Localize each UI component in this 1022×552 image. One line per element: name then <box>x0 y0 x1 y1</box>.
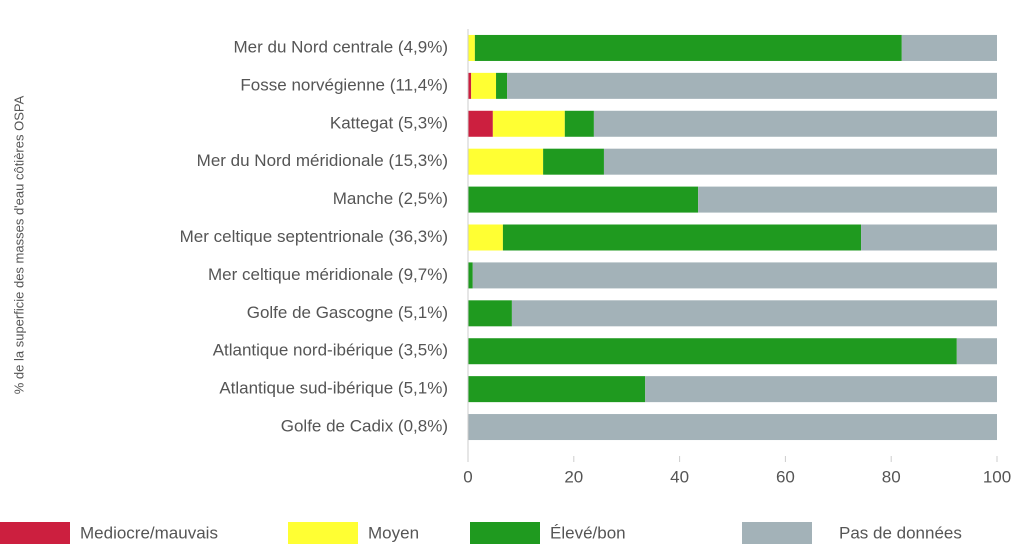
bar-segment <box>468 338 957 365</box>
legend-label: Moyen <box>368 523 419 542</box>
category-label: Fosse norvégienne (11,4%) <box>240 75 448 94</box>
bar-segment <box>468 110 493 137</box>
bar-segment <box>474 34 902 61</box>
legend-swatch <box>470 522 540 544</box>
x-tick-label: 40 <box>670 467 689 486</box>
bar-segment <box>507 72 997 99</box>
bar-segment <box>593 110 997 137</box>
bar-segment <box>468 300 512 327</box>
bar-segment <box>901 34 997 61</box>
category-label: Manche (2,5%) <box>333 189 448 208</box>
bar-segment <box>468 34 475 61</box>
bar-segment <box>496 72 508 99</box>
bar-segment <box>564 110 594 137</box>
x-tick-label: 100 <box>983 467 1011 486</box>
category-label: Mer du Nord centrale (4,9%) <box>234 37 448 56</box>
bar-segment <box>956 338 997 365</box>
legend-label: Mediocre/mauvais <box>80 523 218 542</box>
x-tick-label: 60 <box>776 467 795 486</box>
category-label: Golfe de Cadix (0,8%) <box>281 417 448 436</box>
x-tick-label: 80 <box>882 467 901 486</box>
legend-swatch <box>742 522 812 544</box>
y-axis-label: % de la superficie des masses d'eau côti… <box>11 95 26 394</box>
legend-label: Élevé/bon <box>550 523 626 542</box>
bar-segment <box>468 186 699 213</box>
bar-segment <box>645 376 997 403</box>
bar-segment <box>861 224 997 251</box>
category-label: Atlantique sud-ibérique (5,1%) <box>219 379 448 398</box>
x-tick-label: 0 <box>463 467 472 486</box>
bar-segment <box>468 148 544 175</box>
category-label: Atlantique nord-ibérique (3,5%) <box>213 341 448 360</box>
bar-segment <box>511 300 997 327</box>
bar-segment <box>468 414 997 441</box>
bar-segment <box>468 224 503 251</box>
bar-segment <box>502 224 862 251</box>
x-tick-label: 20 <box>564 467 583 486</box>
legend-swatch <box>288 522 358 544</box>
category-label: Kattegat (5,3%) <box>330 113 448 132</box>
category-label: Mer celtique septentrionale (36,3%) <box>180 227 448 246</box>
legend-label: Pas de données <box>839 523 962 542</box>
category-label: Golfe de Gascogne (5,1%) <box>247 303 448 322</box>
bar-segment <box>471 72 497 99</box>
category-label: Mer du Nord méridionale (15,3%) <box>197 151 448 170</box>
bar-segment <box>543 148 604 175</box>
bar-segment <box>468 262 473 289</box>
bar-segment <box>468 72 472 99</box>
legend-swatch <box>0 522 70 544</box>
category-label: Mer celtique méridionale (9,7%) <box>208 265 448 284</box>
bar-segment <box>472 262 997 289</box>
bar-segment <box>492 110 565 137</box>
bar-segment <box>468 376 646 403</box>
bar-segment <box>603 148 997 175</box>
bar-segment <box>698 186 997 213</box>
